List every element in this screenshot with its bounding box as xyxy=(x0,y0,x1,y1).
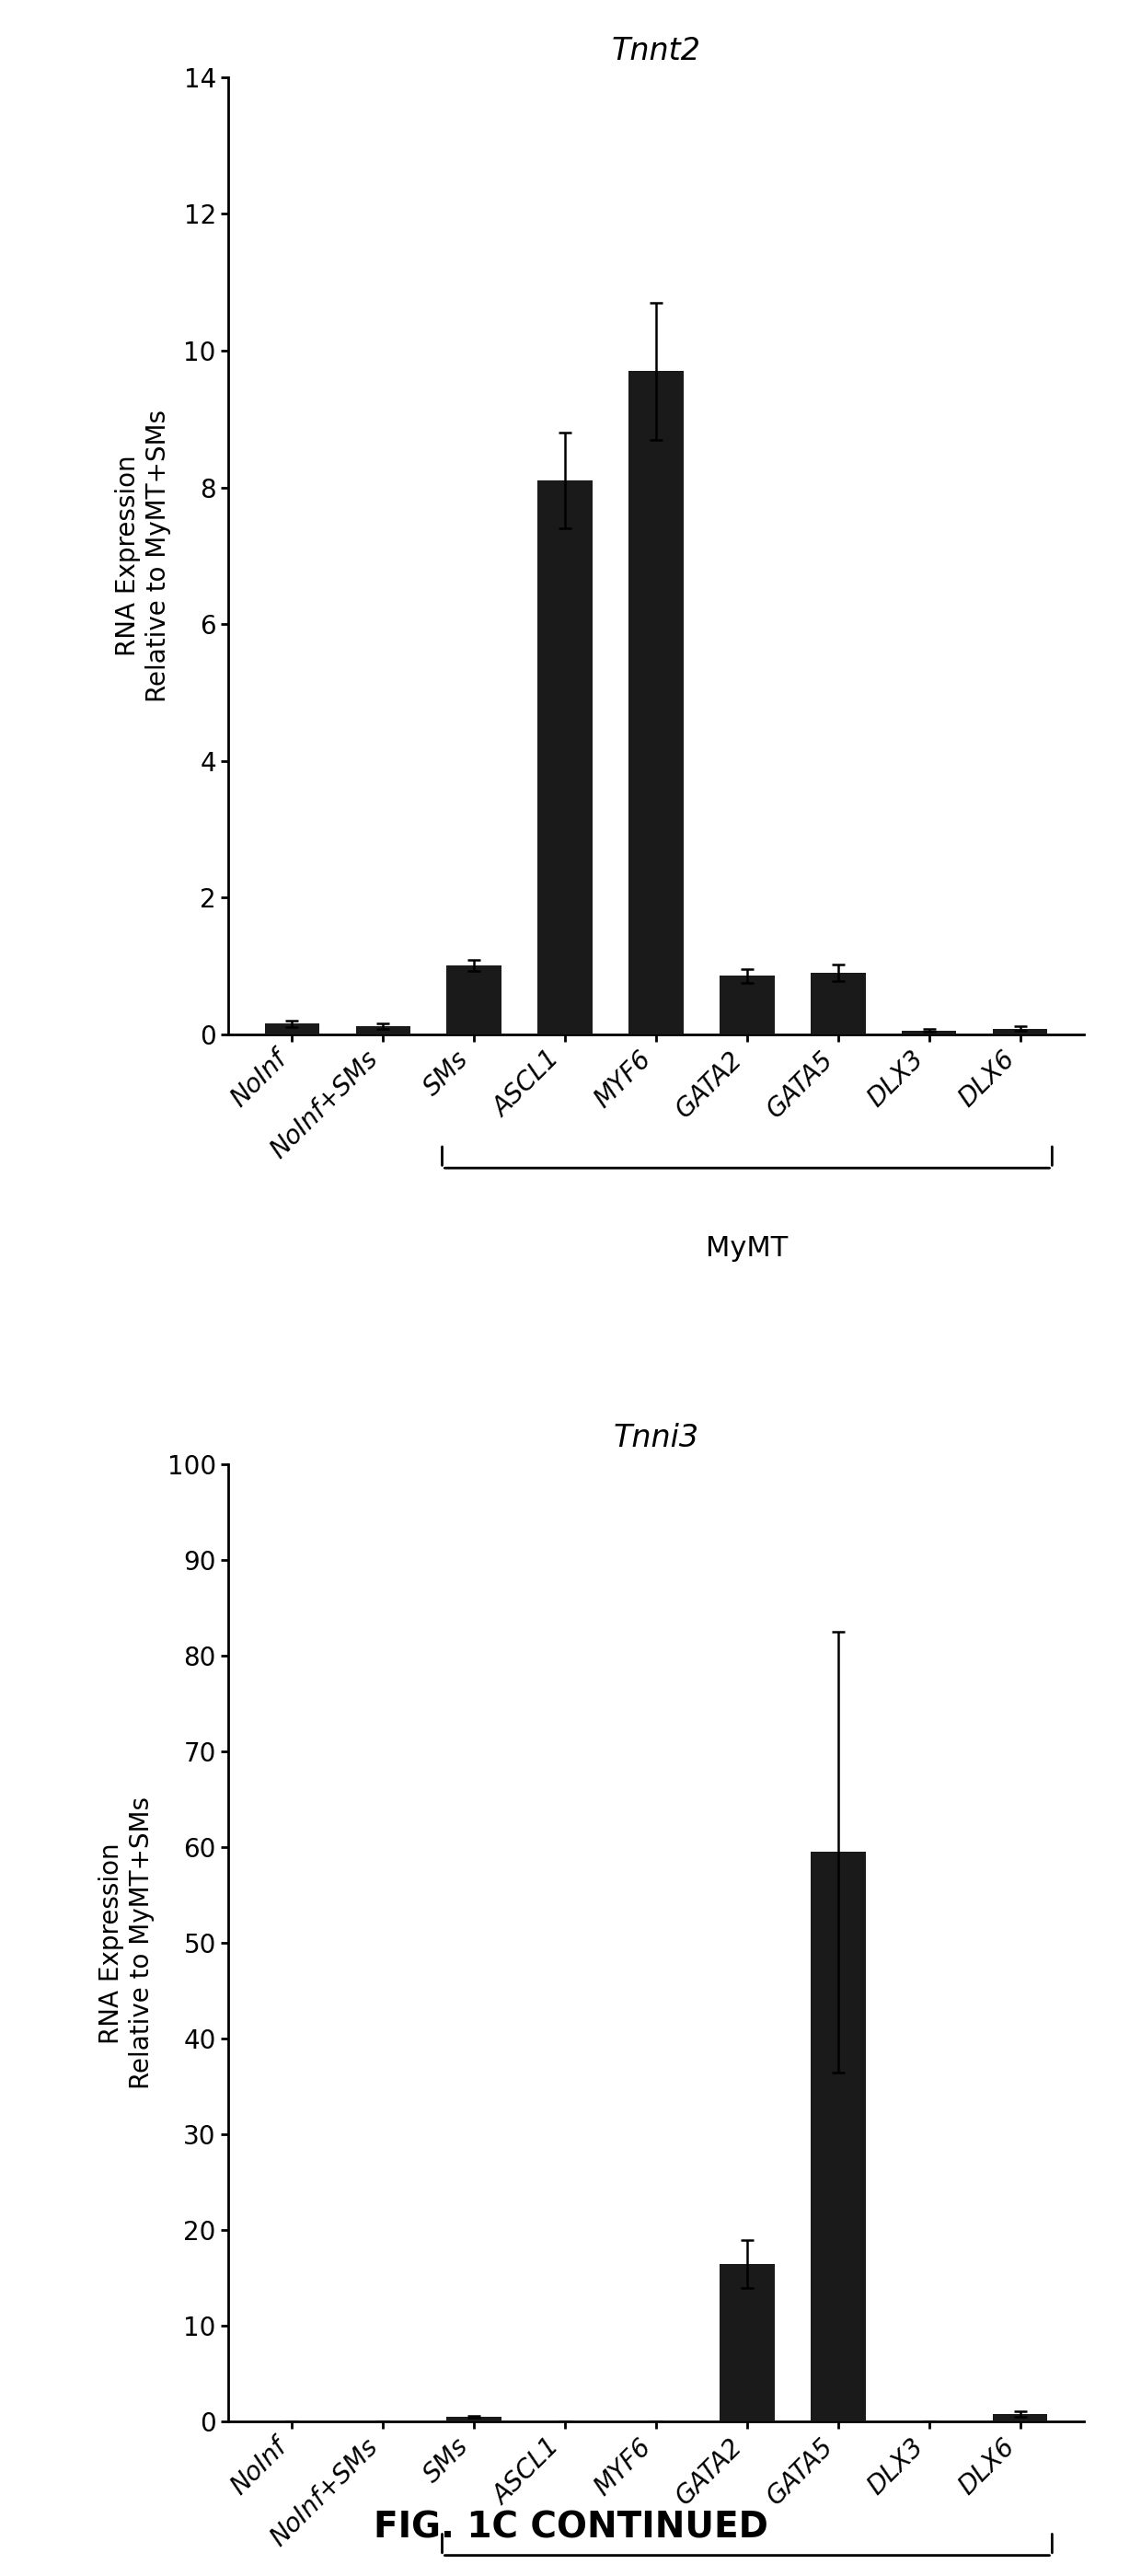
Bar xyxy=(720,2264,775,2421)
Bar xyxy=(356,1025,411,1033)
Bar xyxy=(446,966,501,1033)
Title: Tnni3: Tnni3 xyxy=(613,1422,699,1453)
Bar xyxy=(993,1028,1047,1033)
Y-axis label: RNA Expression
Relative to MyMT+SMs: RNA Expression Relative to MyMT+SMs xyxy=(99,1795,154,2089)
Bar xyxy=(629,371,683,1033)
Bar xyxy=(811,1852,866,2421)
Bar xyxy=(446,2416,501,2421)
Bar xyxy=(811,974,866,1033)
Bar xyxy=(720,976,775,1033)
Bar xyxy=(265,1023,319,1033)
Title: Tnnt2: Tnnt2 xyxy=(612,36,701,67)
Y-axis label: RNA Expression
Relative to MyMT+SMs: RNA Expression Relative to MyMT+SMs xyxy=(115,410,171,703)
Text: FIG. 1C CONTINUED: FIG. 1C CONTINUED xyxy=(373,2509,768,2545)
Bar xyxy=(993,2414,1047,2421)
Text: MyMT: MyMT xyxy=(706,1234,788,1262)
Bar xyxy=(901,1030,956,1033)
Bar xyxy=(537,482,592,1033)
